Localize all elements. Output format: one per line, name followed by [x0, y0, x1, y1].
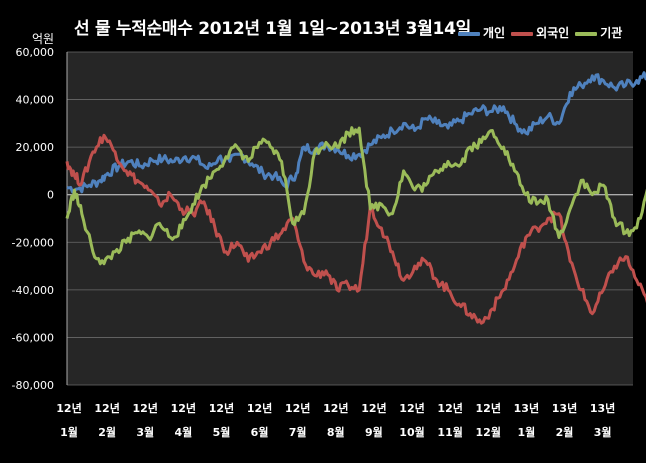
- x-tick-month: 1월: [517, 425, 535, 439]
- y-tick-label: 60,000: [16, 46, 55, 59]
- legend: 개인 외국인 기관: [458, 24, 628, 41]
- x-tick-year: 12년: [476, 401, 501, 415]
- series-line-1: [66, 71, 646, 194]
- x-tick-year: 12년: [247, 401, 272, 415]
- legend-label: 개인: [483, 26, 506, 40]
- y-tick-label: 0: [47, 189, 54, 202]
- plot-area: [67, 52, 633, 385]
- y-tick-label: -20,000: [12, 236, 54, 249]
- series-line-2: [65, 133, 646, 325]
- y-tick-label: 40,000: [16, 94, 55, 107]
- x-tick-year: 13년: [590, 401, 615, 415]
- x-tick-year: 12년: [56, 401, 81, 415]
- x-tick-month: 7월: [289, 425, 307, 439]
- legend-swatch: [575, 31, 598, 36]
- x-tick-year: 13년: [514, 401, 539, 415]
- y-tick-label: -40,000: [12, 284, 54, 297]
- series-line-3: [65, 126, 646, 266]
- y-axis: 60,000 40,000 20,000 0 -20,000 -40,000 -60,000…: [12, 46, 54, 392]
- legend-swatch: [511, 31, 534, 36]
- x-tick-year: 12년: [285, 401, 310, 415]
- x-tick-year: 12년: [323, 401, 348, 415]
- x-tick-month: 8월: [327, 425, 345, 439]
- x-tick-year: 12년: [94, 401, 119, 415]
- series-group: [65, 71, 646, 325]
- x-tick-month: 1월: [60, 425, 78, 439]
- y-tick-label: -60,000: [12, 331, 54, 344]
- x-tick-year: 12년: [171, 401, 196, 415]
- x-axis: 12년 1월 12년 2월 12년 3월 12년 4월 12년 5월 12년 6월 12년 7월 12년 8월…: [56, 401, 615, 439]
- x-tick-month: 2월: [98, 425, 116, 439]
- y-tick-label: 20,000: [16, 141, 55, 154]
- legend-item: 외국인: [511, 24, 569, 41]
- y-tick-label: -80,000: [12, 379, 54, 392]
- x-tick-year: 12년: [437, 401, 462, 415]
- x-tick-year: 13년: [552, 401, 577, 415]
- x-tick-month: 2월: [556, 425, 574, 439]
- legend-label: 기관: [600, 26, 623, 40]
- legend-swatch: [458, 31, 480, 36]
- x-tick-month: 10월: [399, 425, 424, 439]
- x-tick-month: 4월: [174, 425, 192, 439]
- x-tick-year: 12년: [361, 401, 386, 415]
- x-tick-month: 3월: [594, 425, 612, 439]
- x-tick-month: 9월: [365, 425, 383, 439]
- x-tick-year: 12년: [399, 401, 424, 415]
- x-tick-month: 11월: [437, 425, 462, 439]
- legend-item: 개인: [458, 24, 505, 41]
- unit-label: 억원: [32, 32, 55, 46]
- chart-title: 선 물 누적순매수 2012년 1월 1일~2013년 3월14일: [74, 19, 471, 39]
- x-tick-year: 12년: [209, 401, 234, 415]
- x-tick-month: 12월: [476, 425, 501, 439]
- x-tick-year: 12년: [133, 401, 158, 415]
- x-tick-month: 3월: [136, 425, 154, 439]
- legend-label: 외국인: [536, 26, 570, 40]
- legend-item: 기관: [575, 24, 622, 41]
- x-tick-month: 5월: [213, 425, 231, 439]
- x-tick-month: 6월: [251, 425, 269, 439]
